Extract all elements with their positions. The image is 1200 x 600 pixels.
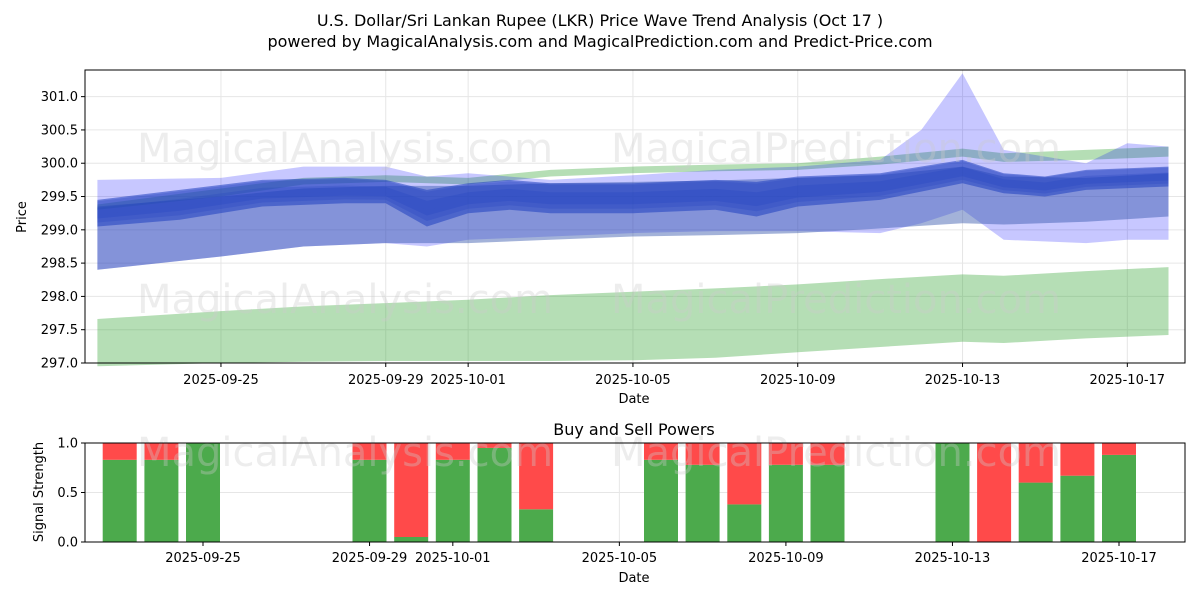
- signal-x-ticks: 2025-09-25 2025-09-29 2025-10-01 2025-10-05…: [165, 542, 1157, 566]
- signal-y-label: Signal Strength: [32, 442, 47, 542]
- signal-chart: Buy and Sell Powers MagicalAnalysis.com …: [32, 420, 1186, 586]
- price-y-tick-label: 299.0: [41, 223, 78, 238]
- buy-bar: [144, 459, 179, 542]
- signal-x-label: Date: [618, 571, 649, 586]
- signal-x-tick-label: 2025-10-09: [748, 551, 824, 566]
- watermark-analysis-mid: MagicalAnalysis.com: [137, 277, 553, 323]
- buy-bar: [810, 464, 845, 542]
- price-y-tick-label: 298.5: [41, 257, 78, 272]
- chart-title-line2: powered by MagicalAnalysis.com and Magic…: [267, 32, 932, 51]
- sell-bar: [1060, 443, 1095, 476]
- buy-bar: [727, 504, 762, 542]
- sell-bar: [977, 443, 1012, 542]
- sell-bar: [1102, 443, 1136, 455]
- price-bands: [97, 73, 1169, 367]
- price-x-tick-label: 2025-10-13: [925, 373, 1001, 388]
- watermark-prediction-bottom: MagicalPrediction.com: [611, 430, 1061, 476]
- watermark-prediction-mid: MagicalPrediction.com: [611, 277, 1061, 323]
- buy-bar: [1018, 482, 1053, 542]
- buy-bar: [352, 459, 387, 542]
- price-axes-frame: [84, 69, 1186, 364]
- signal-chart-title: Buy and Sell Powers: [553, 420, 715, 439]
- blue-core-layer: [97, 172, 1169, 223]
- signal-y-tick-label: 0.5: [57, 486, 78, 501]
- price-x-ticks: 2025-09-25 2025-09-29 2025-10-01 2025-10-05…: [183, 363, 1165, 388]
- buy-bar: [644, 459, 678, 542]
- price-x-tick-label: 2025-10-05: [595, 373, 671, 388]
- buy-bar: [685, 464, 720, 542]
- price-y-tick-label: 300.0: [41, 157, 78, 172]
- price-y-label: Price: [15, 201, 30, 233]
- sell-bar: [810, 443, 845, 465]
- sell-bar: [768, 443, 803, 465]
- signal-x-tick-label: 2025-09-25: [165, 551, 241, 566]
- signal-y-tick-label: 0.0: [57, 536, 78, 551]
- price-x-label: Date: [618, 392, 649, 407]
- sell-bar: [477, 443, 512, 448]
- sell-bar: [352, 443, 387, 460]
- chart-title-line1: U.S. Dollar/Sri Lankan Rupee (LKR) Price…: [317, 11, 883, 30]
- buy-bar: [519, 509, 554, 542]
- green-upper-band: [97, 146, 1169, 210]
- price-x-tick-label: 2025-09-29: [348, 373, 424, 388]
- signal-x-tick-label: 2025-10-17: [1081, 551, 1157, 566]
- signal-x-tick-label: 2025-10-05: [582, 551, 658, 566]
- sell-bar: [519, 443, 554, 510]
- price-x-tick-label: 2025-10-01: [430, 373, 506, 388]
- signal-x-tick-label: 2025-09-29: [332, 551, 408, 566]
- price-x-tick-label: 2025-10-09: [760, 373, 836, 388]
- buy-bar: [435, 459, 470, 542]
- signal-x-tick-label: 2025-10-01: [415, 551, 491, 566]
- buy-bar: [935, 443, 970, 542]
- signal-x-tick-label: 2025-10-13: [915, 551, 991, 566]
- buy-bar: [768, 464, 803, 542]
- buy-bar: [477, 447, 512, 542]
- watermark-prediction-top: MagicalPrediction.com: [611, 126, 1061, 172]
- blue-core-layer: [97, 161, 1169, 215]
- price-y-tick-label: 301.0: [41, 90, 78, 105]
- watermark-analysis-top: MagicalAnalysis.com: [137, 126, 553, 172]
- buy-bar: [102, 459, 137, 542]
- buy-bar: [1060, 475, 1095, 542]
- price-y-ticks: 297.0 297.5 298.0 298.5 299.0 299.5 300.0 300.5…: [41, 90, 85, 372]
- sell-bar: [685, 443, 720, 465]
- buy-bar: [1102, 454, 1136, 542]
- signal-bars: [102, 443, 1136, 542]
- price-y-tick-label: 297.0: [41, 357, 78, 372]
- blue-wide-range: [97, 73, 1169, 270]
- price-chart: MagicalAnalysis.com MagicalPrediction.co…: [15, 69, 1186, 407]
- sell-bar: [727, 443, 762, 505]
- signal-y-tick-label: 1.0: [57, 437, 78, 452]
- watermark-analysis-bottom: MagicalAnalysis.com: [137, 430, 553, 476]
- sell-bar: [394, 443, 429, 537]
- price-y-tick-label: 297.5: [41, 323, 78, 338]
- buy-bar: [186, 443, 220, 542]
- sell-bar: [435, 443, 470, 460]
- sell-bar: [644, 443, 678, 460]
- signal-y-ticks: 0.0 0.5 1.0: [57, 437, 85, 551]
- sell-bar: [102, 443, 137, 460]
- sell-bar: [1018, 443, 1053, 483]
- blue-core-trend: [97, 159, 1169, 227]
- price-x-tick-label: 2025-09-25: [183, 373, 259, 388]
- price-y-tick-label: 299.5: [41, 190, 78, 205]
- sell-bar: [144, 443, 179, 460]
- price-plot-area: [85, 70, 1185, 363]
- price-x-tick-label: 2025-10-17: [1090, 373, 1166, 388]
- green-lower-band: [97, 267, 1169, 367]
- price-grid: [85, 70, 1185, 364]
- blue-core-layer: [97, 166, 1169, 219]
- price-y-tick-label: 300.5: [41, 123, 78, 138]
- buy-bar: [394, 537, 429, 542]
- price-y-tick-label: 298.0: [41, 290, 78, 305]
